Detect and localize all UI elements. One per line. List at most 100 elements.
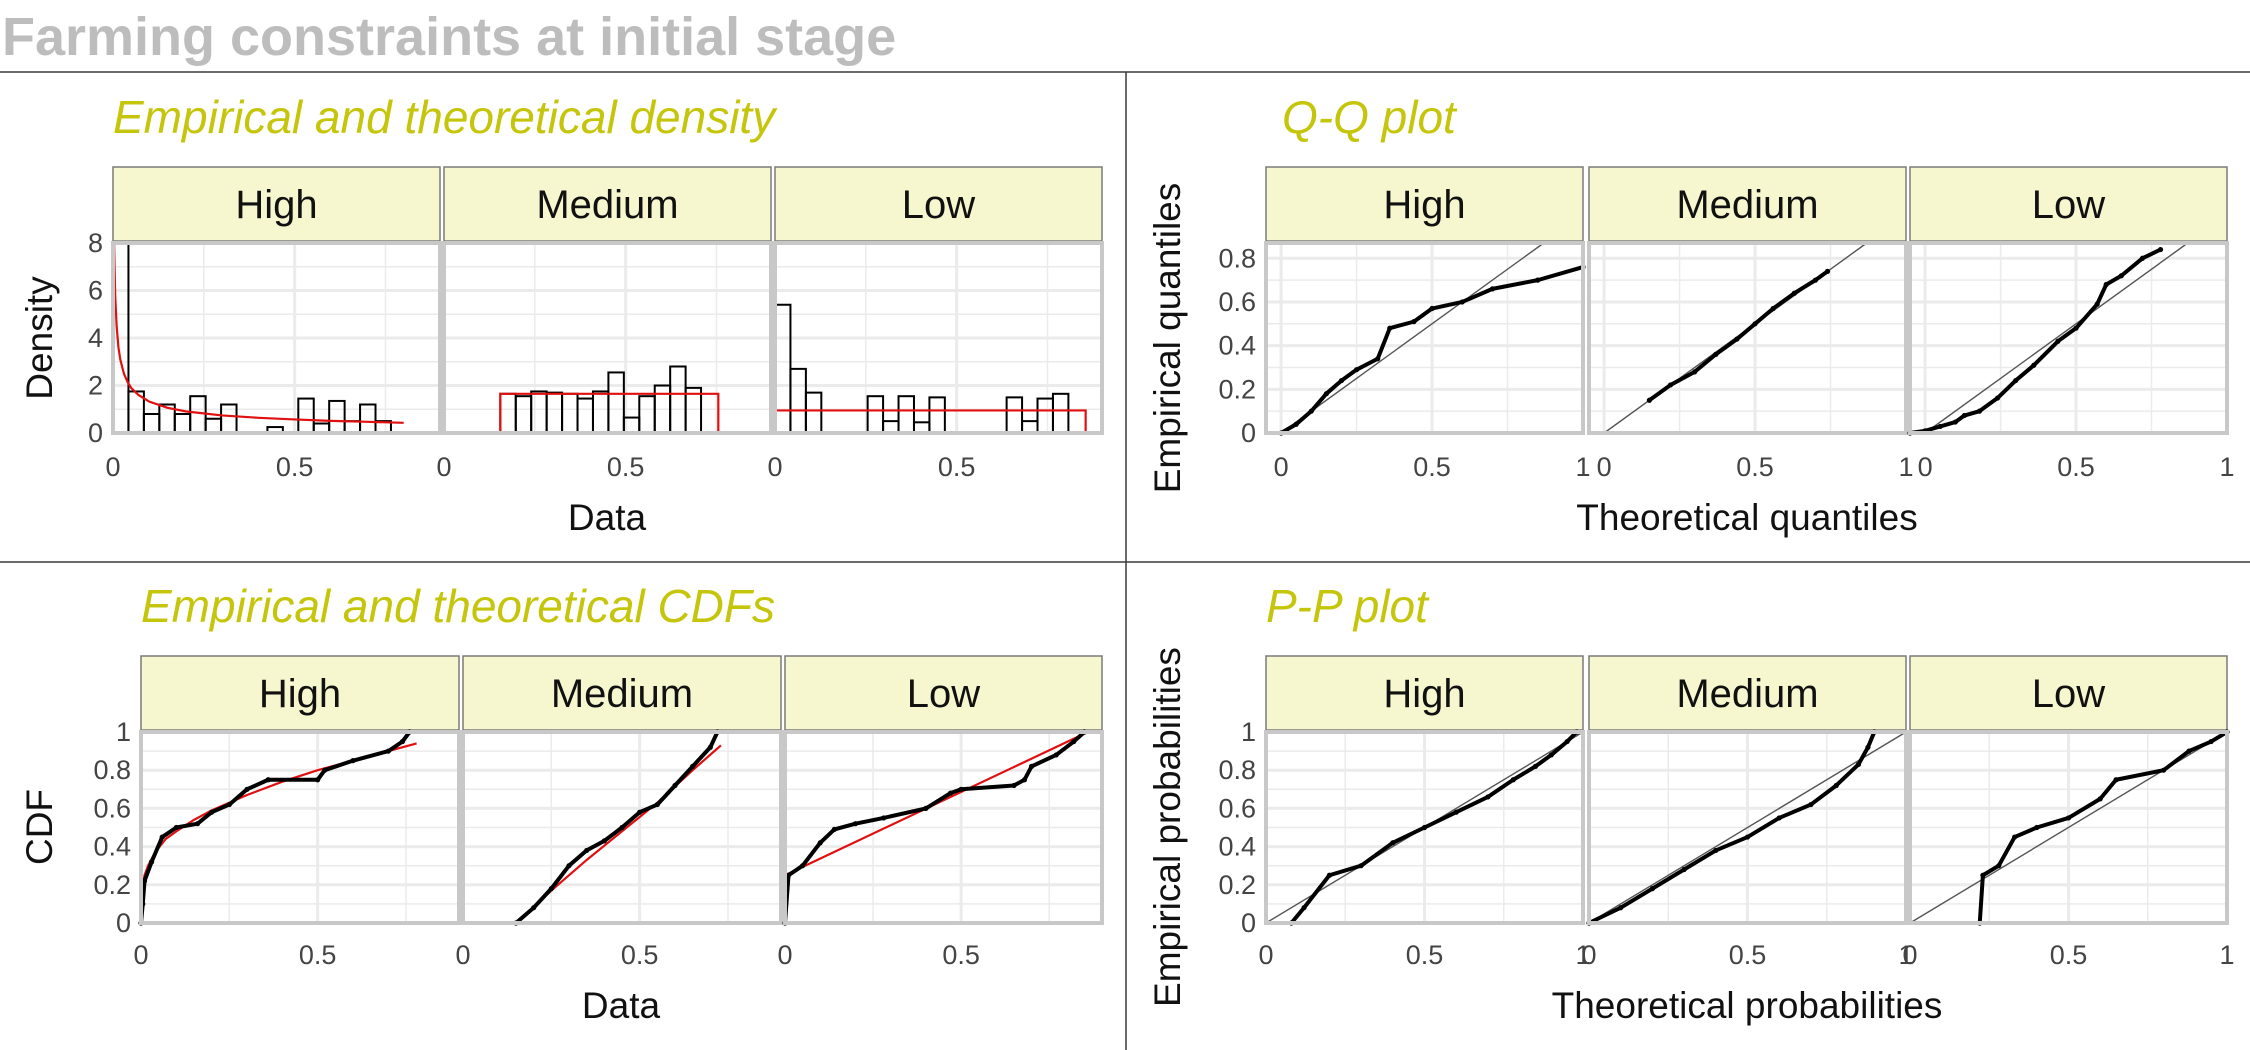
sample-point [1453, 809, 1459, 815]
sample-point [1791, 290, 1797, 296]
x-tick-label: 0.5 [1729, 940, 1767, 970]
x-tick-label: 0 [777, 940, 792, 970]
panel-title: P-P plot [1266, 580, 1430, 632]
y-tick-label: 0.4 [1218, 331, 1256, 361]
panel-title: Q-Q plot [1282, 91, 1458, 143]
y-tick-label: 0.6 [1218, 287, 1256, 317]
panel-histogram: Empirical and theoretical density Data Den… [19, 91, 1104, 538]
y-tick-label: 0.4 [93, 832, 131, 862]
sample-point [1459, 299, 1465, 305]
sample-point [1489, 286, 1496, 292]
ecdf-point [149, 859, 155, 865]
sample-point [1976, 408, 1983, 414]
facet-low: Low 0 0.5 [777, 655, 1104, 970]
plot-border [1587, 241, 1908, 435]
ecdf-point [958, 786, 964, 792]
sample-point [2186, 748, 2192, 754]
ecdf-point [654, 801, 660, 808]
facet-high: High 0 0.5 1 0 0.2 0.4 0.6 0.8 [1218, 166, 1591, 482]
sample-point [1996, 863, 2002, 869]
facet-strip [784, 655, 1103, 731]
ecdf-point [672, 782, 678, 789]
sample-point [1548, 752, 1554, 758]
x-tick-label: 0 [436, 452, 451, 482]
sample-points-line [1977, 730, 2229, 924]
facet-strip [1909, 655, 2228, 731]
sample-point [1308, 408, 1314, 414]
x-tick-label: 0 [1258, 940, 1273, 970]
ecdf-point [315, 777, 321, 783]
ecdf-point [141, 878, 148, 884]
sample-point [1855, 761, 1862, 768]
plot-border [1264, 730, 1585, 925]
x-tick-label: 0.5 [1406, 940, 1444, 970]
y-tick-label: 1 [1241, 717, 1256, 747]
sample-point [1681, 866, 1687, 873]
x-tick-label: 0 [767, 452, 782, 482]
sample-point [2157, 246, 2164, 253]
sample-point [1865, 744, 1871, 750]
facet-strip [140, 655, 460, 731]
sample-point [2113, 777, 2119, 783]
facet-strip-label: Medium [551, 672, 693, 716]
facet-medium: Medium 0 0.5 1 [1587, 166, 1914, 482]
y-tick-label: 0.2 [93, 870, 131, 900]
plot-border [1264, 241, 1585, 435]
x-tick-label: 0 [1902, 940, 1917, 970]
sample-point [2097, 796, 2103, 802]
y-tick-label: 0 [88, 418, 103, 448]
sample-point [1375, 356, 1381, 362]
x-tick-label: 1 [2219, 452, 2234, 482]
x-tick-label: 1 [1575, 940, 1590, 970]
x-tick-label: 0.5 [2057, 452, 2095, 482]
y-tick-label: 0.2 [1218, 870, 1256, 900]
panels-layer: Empirical and theoretical density Data Den… [19, 91, 2235, 1026]
empirical-cdf-line [783, 730, 1086, 924]
y-tick-label: 0.2 [1218, 374, 1256, 404]
x-tick-label: 0.5 [942, 940, 980, 970]
sample-point [2055, 338, 2061, 344]
sample-point [2031, 362, 2037, 368]
plot-area [1910, 243, 2227, 433]
sample-point [1824, 268, 1831, 274]
x-tick-label: 0 [105, 452, 120, 482]
facet-strip-label: Low [2032, 672, 2105, 716]
x-tick-label: 1 [1575, 452, 1590, 482]
sample-point [1692, 369, 1698, 375]
y-tick-label: 0.6 [1218, 793, 1256, 823]
sample-point [2161, 767, 2167, 773]
ecdf-point [800, 863, 806, 869]
sample-point [1323, 391, 1329, 397]
facet-strip-label: Low [2032, 183, 2105, 227]
panel-pp: P-P plot Theoretical probabilities Empiric… [1147, 580, 2235, 1026]
ecdf-point [1053, 752, 1059, 758]
sample-point [1980, 872, 1986, 878]
sample-points-line [1909, 247, 2162, 435]
ecdf-point [785, 872, 792, 878]
facet-strip-label: High [1383, 183, 1465, 227]
sample-point [2034, 824, 2040, 831]
panel-ecdf: Empirical and theoretical CDFs Data CDF Hig… [19, 580, 1104, 1026]
facet-medium: Medium 0 0.5 [455, 655, 783, 970]
sample-point [1326, 872, 1332, 878]
ecdf-point [226, 801, 232, 808]
y-tick-label: 0 [1241, 418, 1256, 448]
sample-point [1429, 305, 1435, 312]
sample-point [2073, 325, 2079, 331]
ecdf-point [947, 790, 954, 796]
ecdf-point [194, 821, 201, 827]
ecdf-point [173, 824, 179, 831]
sample-point [1411, 319, 1417, 325]
sample-point [1937, 423, 1943, 430]
x-tick-label: 0.5 [299, 940, 337, 970]
y-axis-label: CDF [19, 789, 60, 865]
ecdf-point [159, 834, 165, 840]
facet-medium: Medium 0 0.5 1 [1581, 655, 1914, 970]
x-tick-label: 0.5 [2050, 940, 2088, 970]
plot-border [783, 730, 1104, 925]
facet-strip [1909, 166, 2228, 242]
sample-point [1535, 277, 1541, 283]
x-tick-label: 0.5 [276, 452, 314, 482]
y-tick-label: 6 [88, 276, 103, 306]
